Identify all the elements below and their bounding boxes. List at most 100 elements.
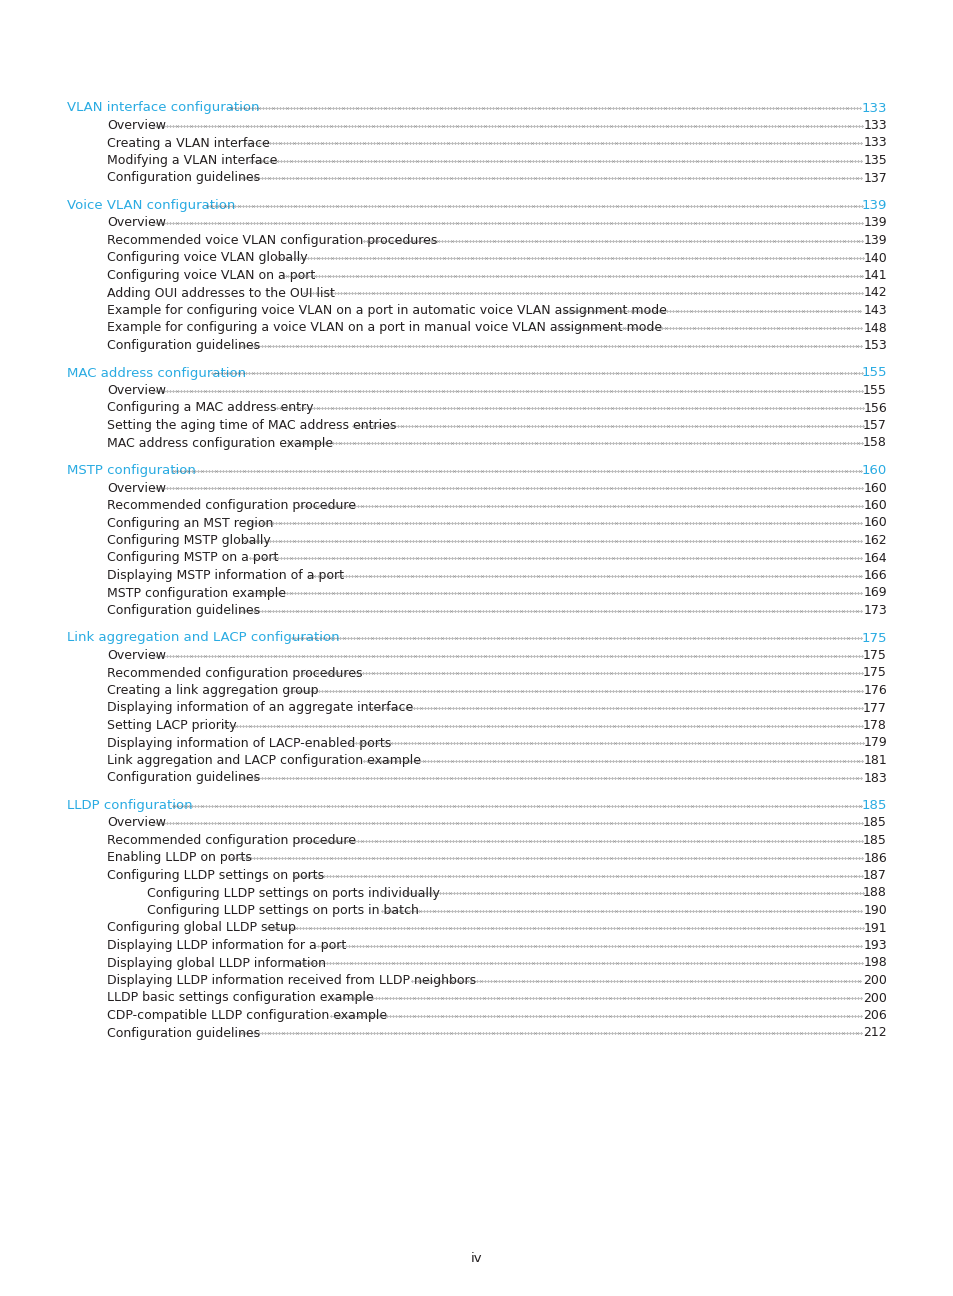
Text: 141: 141 bbox=[862, 270, 886, 283]
Text: 142: 142 bbox=[862, 286, 886, 299]
Text: CDP-compatible LLDP configuration example: CDP-compatible LLDP configuration exampl… bbox=[107, 1010, 387, 1023]
Text: VLAN interface configuration: VLAN interface configuration bbox=[67, 101, 259, 114]
Text: 185: 185 bbox=[861, 800, 886, 813]
Text: 160: 160 bbox=[862, 517, 886, 530]
Text: 212: 212 bbox=[862, 1026, 886, 1039]
Text: Configuring LLDP settings on ports: Configuring LLDP settings on ports bbox=[107, 870, 324, 883]
Text: 185: 185 bbox=[862, 816, 886, 829]
Text: 186: 186 bbox=[862, 851, 886, 864]
Text: 193: 193 bbox=[862, 940, 886, 953]
Text: 183: 183 bbox=[862, 771, 886, 784]
Text: 139: 139 bbox=[862, 216, 886, 229]
Text: Example for configuring voice VLAN on a port in automatic voice VLAN assignment : Example for configuring voice VLAN on a … bbox=[107, 305, 666, 318]
Text: 156: 156 bbox=[862, 402, 886, 415]
Text: Configuration guidelines: Configuration guidelines bbox=[107, 340, 260, 353]
Text: 188: 188 bbox=[862, 886, 886, 899]
Text: LLDP configuration: LLDP configuration bbox=[67, 800, 193, 813]
Text: 198: 198 bbox=[862, 956, 886, 969]
Text: 133: 133 bbox=[862, 136, 886, 149]
Text: Displaying MSTP information of a port: Displaying MSTP information of a port bbox=[107, 569, 344, 582]
Text: 179: 179 bbox=[862, 736, 886, 749]
Text: 137: 137 bbox=[862, 171, 886, 184]
Text: Configuration guidelines: Configuration guidelines bbox=[107, 171, 260, 184]
Text: Recommended configuration procedure: Recommended configuration procedure bbox=[107, 499, 355, 512]
Text: Overview: Overview bbox=[107, 216, 166, 229]
Text: Link aggregation and LACP configuration example: Link aggregation and LACP configuration … bbox=[107, 754, 420, 767]
Text: Displaying information of an aggregate interface: Displaying information of an aggregate i… bbox=[107, 701, 413, 714]
Text: Creating a VLAN interface: Creating a VLAN interface bbox=[107, 136, 270, 149]
Text: 153: 153 bbox=[862, 340, 886, 353]
Text: Configuring an MST region: Configuring an MST region bbox=[107, 517, 274, 530]
Text: 162: 162 bbox=[862, 534, 886, 547]
Text: 200: 200 bbox=[862, 975, 886, 988]
Text: Setting the aging time of MAC address entries: Setting the aging time of MAC address en… bbox=[107, 419, 395, 432]
Text: 133: 133 bbox=[861, 101, 886, 114]
Text: 155: 155 bbox=[862, 384, 886, 397]
Text: Adding OUI addresses to the OUI list: Adding OUI addresses to the OUI list bbox=[107, 286, 335, 299]
Text: 175: 175 bbox=[862, 666, 886, 679]
Text: Configuring voice VLAN globally: Configuring voice VLAN globally bbox=[107, 251, 307, 264]
Text: Example for configuring a voice VLAN on a port in manual voice VLAN assignment m: Example for configuring a voice VLAN on … bbox=[107, 321, 661, 334]
Text: 178: 178 bbox=[862, 719, 886, 732]
Text: MSTP configuration example: MSTP configuration example bbox=[107, 587, 286, 600]
Text: iv: iv bbox=[471, 1252, 482, 1265]
Text: 158: 158 bbox=[862, 437, 886, 450]
Text: 160: 160 bbox=[862, 499, 886, 512]
Text: Overview: Overview bbox=[107, 119, 166, 132]
Text: MAC address configuration: MAC address configuration bbox=[67, 367, 246, 380]
Text: Recommended configuration procedures: Recommended configuration procedures bbox=[107, 666, 362, 679]
Text: Configuring LLDP settings on ports in batch: Configuring LLDP settings on ports in ba… bbox=[147, 905, 418, 918]
Text: 169: 169 bbox=[862, 587, 886, 600]
Text: Creating a link aggregation group: Creating a link aggregation group bbox=[107, 684, 318, 697]
Text: 157: 157 bbox=[862, 419, 886, 432]
Text: 139: 139 bbox=[862, 235, 886, 248]
Text: Recommended voice VLAN configuration procedures: Recommended voice VLAN configuration pro… bbox=[107, 235, 436, 248]
Text: 200: 200 bbox=[862, 991, 886, 1004]
Text: Enabling LLDP on ports: Enabling LLDP on ports bbox=[107, 851, 252, 864]
Text: MSTP configuration: MSTP configuration bbox=[67, 464, 195, 477]
Text: Configuring MSTP globally: Configuring MSTP globally bbox=[107, 534, 271, 547]
Text: 173: 173 bbox=[862, 604, 886, 617]
Text: 176: 176 bbox=[862, 684, 886, 697]
Text: Overview: Overview bbox=[107, 384, 166, 397]
Text: Configuration guidelines: Configuration guidelines bbox=[107, 771, 260, 784]
Text: Modifying a VLAN interface: Modifying a VLAN interface bbox=[107, 154, 277, 167]
Text: 160: 160 bbox=[861, 464, 886, 477]
Text: Displaying LLDP information received from LLDP neighbors: Displaying LLDP information received fro… bbox=[107, 975, 476, 988]
Text: 177: 177 bbox=[862, 701, 886, 714]
Text: 133: 133 bbox=[862, 119, 886, 132]
Text: Overview: Overview bbox=[107, 649, 166, 662]
Text: 135: 135 bbox=[862, 154, 886, 167]
Text: Configuration guidelines: Configuration guidelines bbox=[107, 1026, 260, 1039]
Text: Configuring MSTP on a port: Configuring MSTP on a port bbox=[107, 552, 278, 565]
Text: MAC address configuration example: MAC address configuration example bbox=[107, 437, 333, 450]
Text: 139: 139 bbox=[861, 200, 886, 213]
Text: 164: 164 bbox=[862, 552, 886, 565]
Text: 190: 190 bbox=[862, 905, 886, 918]
Text: Setting LACP priority: Setting LACP priority bbox=[107, 719, 236, 732]
Text: 181: 181 bbox=[862, 754, 886, 767]
Text: 155: 155 bbox=[861, 367, 886, 380]
Text: 140: 140 bbox=[862, 251, 886, 264]
Text: Displaying LLDP information for a port: Displaying LLDP information for a port bbox=[107, 940, 346, 953]
Text: Voice VLAN configuration: Voice VLAN configuration bbox=[67, 200, 235, 213]
Text: Link aggregation and LACP configuration: Link aggregation and LACP configuration bbox=[67, 631, 339, 644]
Text: Configuring a MAC address entry: Configuring a MAC address entry bbox=[107, 402, 314, 415]
Text: 166: 166 bbox=[862, 569, 886, 582]
Text: 185: 185 bbox=[862, 835, 886, 848]
Text: LLDP basic settings configuration example: LLDP basic settings configuration exampl… bbox=[107, 991, 374, 1004]
Text: 187: 187 bbox=[862, 870, 886, 883]
Text: 206: 206 bbox=[862, 1010, 886, 1023]
Text: Overview: Overview bbox=[107, 816, 166, 829]
Text: 175: 175 bbox=[861, 631, 886, 644]
Text: 160: 160 bbox=[862, 482, 886, 495]
Text: 175: 175 bbox=[862, 649, 886, 662]
Text: Recommended configuration procedure: Recommended configuration procedure bbox=[107, 835, 355, 848]
Text: Configuring global LLDP setup: Configuring global LLDP setup bbox=[107, 921, 295, 934]
Text: Configuring voice VLAN on a port: Configuring voice VLAN on a port bbox=[107, 270, 314, 283]
Text: Overview: Overview bbox=[107, 482, 166, 495]
Text: Displaying global LLDP information: Displaying global LLDP information bbox=[107, 956, 326, 969]
Text: Configuring LLDP settings on ports individually: Configuring LLDP settings on ports indiv… bbox=[147, 886, 439, 899]
Text: 191: 191 bbox=[862, 921, 886, 934]
Text: 148: 148 bbox=[862, 321, 886, 334]
